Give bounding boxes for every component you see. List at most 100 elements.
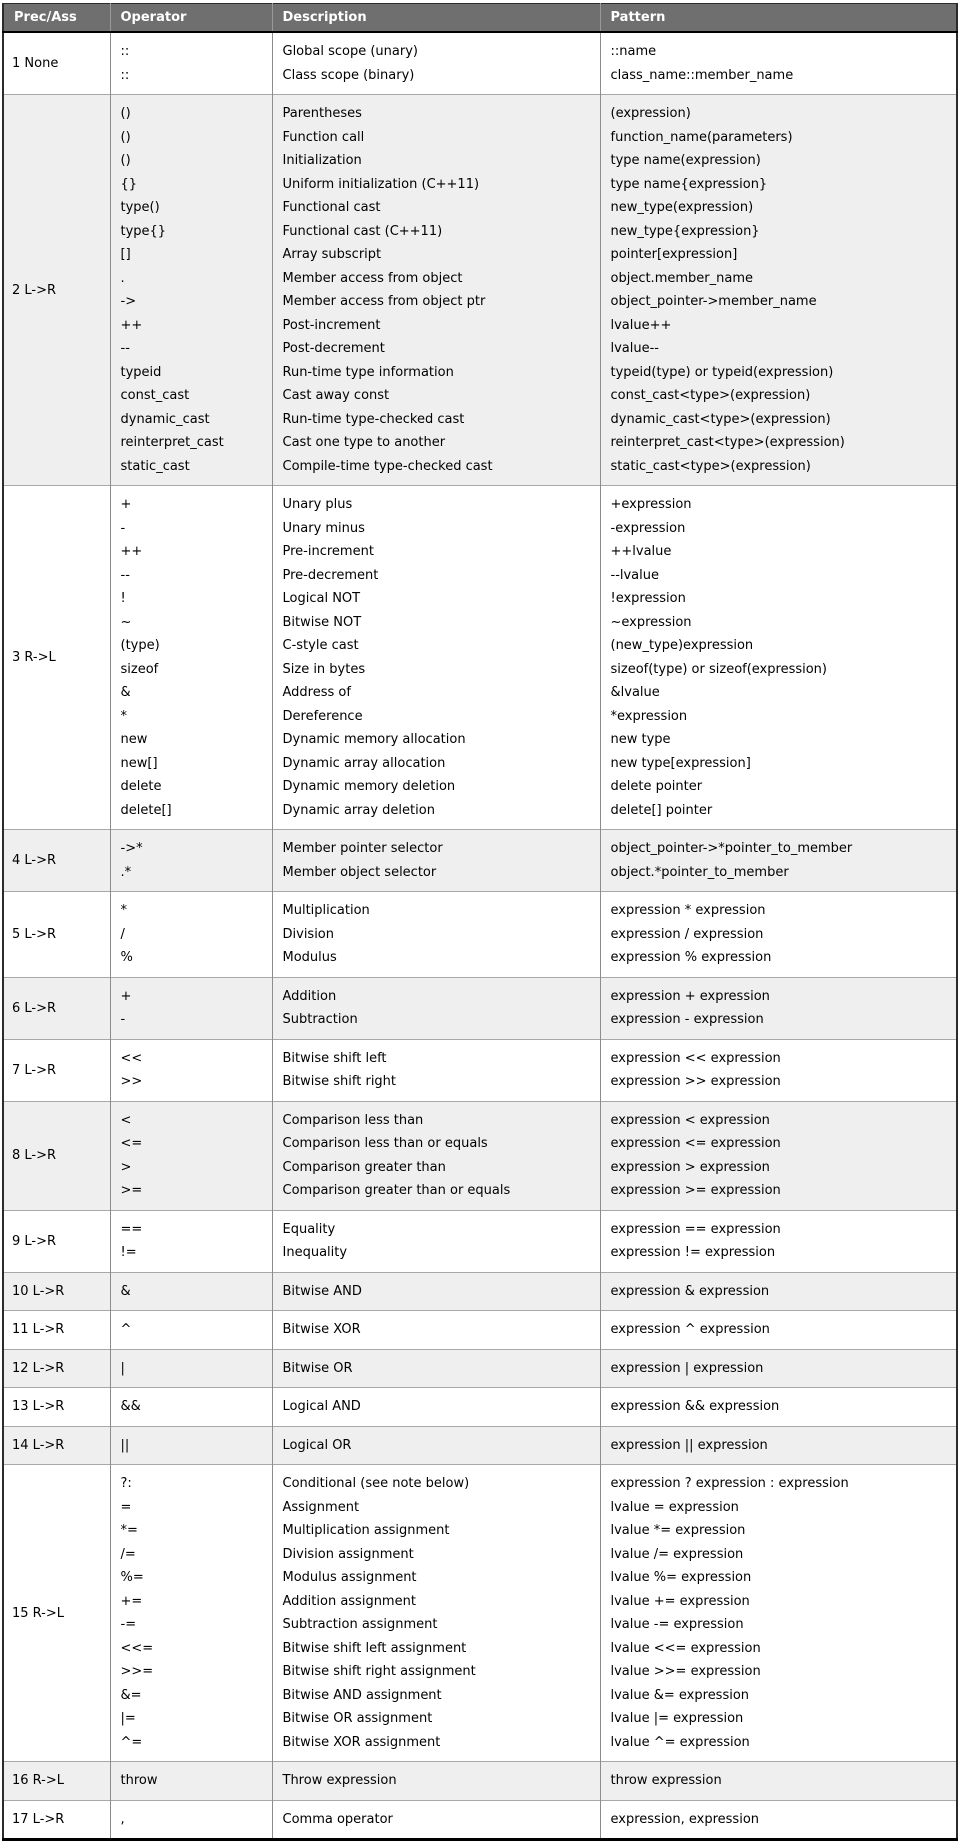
operator-cell: | — [110, 1348, 273, 1388]
operator-line: ^= — [120, 1734, 143, 1750]
operator-line: () — [120, 129, 131, 145]
operator-line: == — [120, 1221, 143, 1237]
prec-cell: 10 L->R — [3, 1271, 111, 1311]
description-line: Functional cast (C++11) — [282, 223, 443, 239]
prec-cell: 12 L->R — [3, 1348, 111, 1388]
operator-cell: < <= > >= — [110, 1100, 273, 1210]
operator-line: * — [120, 903, 128, 918]
pattern-line: expression ? expression : expression — [610, 1476, 849, 1491]
pattern-line: expression, expression — [610, 1811, 760, 1827]
operator-line: type{} — [120, 223, 167, 239]
pattern-line: expression % expression — [610, 950, 772, 965]
table-header: Prec/Ass Operator Description Pattern — [3, 3, 957, 33]
operator-line: - — [120, 520, 126, 536]
column-header-prec: Prec/Ass — [3, 3, 111, 33]
pattern-line: static_cast<type>(expression) — [610, 458, 811, 474]
pattern-line: !expression — [610, 591, 686, 606]
pattern-line: new type — [610, 732, 671, 747]
description-line: Array subscript — [282, 247, 382, 262]
pattern-line: lvalue %= expression — [610, 1570, 752, 1585]
description-cell: Addition Subtraction — [272, 976, 601, 1039]
operator-line: sizeof — [120, 661, 159, 677]
operator-line: throw — [120, 1773, 158, 1788]
pattern-line: lvalue <<= expression — [610, 1640, 761, 1656]
pattern-line: type name{expression} — [610, 176, 768, 192]
table-row: 14 L->R || Logical OR expression || express… — [3, 1425, 957, 1465]
description-cell: Throw expression — [272, 1761, 601, 1800]
description-line: Unary plus — [282, 497, 353, 512]
pattern-line: expression || expression — [610, 1437, 768, 1453]
operator-line: >> — [120, 1074, 143, 1089]
operator-cell: && — [110, 1387, 273, 1426]
pattern-line: dynamic_cast<type>(expression) — [610, 411, 831, 427]
prec-cell: 16 R->L — [3, 1761, 111, 1800]
operator-line: (type) — [120, 638, 160, 653]
pattern-cell: ::name class_name::member_name — [600, 32, 957, 95]
description-line: Bitwise shift left — [282, 1050, 387, 1066]
pattern-line: expression > expression — [610, 1159, 770, 1175]
pattern-cell: expression < expression expression <= exp… — [600, 1100, 957, 1210]
description-line: Post-increment — [282, 317, 381, 333]
pattern-line: object.member_name — [610, 270, 753, 286]
pattern-line: expression <= expression — [610, 1136, 781, 1151]
pattern-line: expression == expression — [610, 1221, 781, 1237]
description-line: Size in bytes — [282, 661, 366, 677]
description-line: Comma operator — [282, 1811, 393, 1827]
pattern-line: const_cast<type>(expression) — [610, 388, 811, 403]
table-row: 13 L->R && Logical AND expression && expres… — [3, 1387, 957, 1426]
pattern-line: --lvalue — [610, 567, 660, 583]
pattern-line: *expression — [610, 708, 688, 724]
pattern-line: lvalue |= expression — [610, 1711, 744, 1726]
description-line: Logical OR — [282, 1437, 352, 1453]
description-line: Comparison greater than or equals — [282, 1183, 511, 1198]
description-line: Subtraction — [282, 1012, 358, 1027]
description-line: Conditional (see note below) — [282, 1476, 470, 1491]
prec-cell: 9 L->R — [3, 1209, 111, 1272]
pattern-cell: object_pointer->*pointer_to_member object… — [600, 829, 957, 892]
description-line: Logical AND — [282, 1399, 361, 1414]
operator-line: && — [120, 1399, 141, 1414]
operator-line: static_cast — [120, 458, 190, 474]
operator-line: :: — [120, 67, 130, 83]
pattern-line: object_pointer->*pointer_to_member — [610, 841, 853, 856]
description-line: Class scope (binary) — [282, 67, 415, 83]
operator-line: ^ — [120, 1322, 132, 1337]
prec-cell: 11 L->R — [3, 1310, 111, 1349]
table-row: 15 R->L?: = *= /= %= += -= <<= >>= &= |= ^= Conditio… — [3, 1464, 957, 1762]
description-cell: Conditional (see note below) Assignment Mu… — [272, 1464, 601, 1762]
description-line: Dereference — [282, 708, 363, 724]
operator-line: >= — [120, 1183, 143, 1198]
table-row: 10 L->R & Bitwise AND expression & expressi… — [3, 1271, 957, 1311]
pattern-line: typeid(type) or typeid(expression) — [610, 364, 834, 380]
description-line: Functional cast — [282, 200, 381, 215]
description-line: Bitwise NOT — [282, 614, 362, 630]
description-cell: Bitwise XOR — [272, 1310, 601, 1349]
operator-cell: << >> — [110, 1038, 273, 1101]
description-line: Subtraction assignment — [282, 1617, 438, 1632]
description-line: Modulus — [282, 950, 337, 965]
operator-line: / — [120, 926, 125, 942]
operator-cell: + - ++ --! ~ (type) sizeof & * new new[] delete dele… — [110, 485, 273, 830]
description-line: Cast one type to another — [282, 435, 446, 450]
operator-line: {} — [120, 176, 138, 192]
description-line: Comparison less than — [282, 1112, 424, 1128]
operator-line: , — [120, 1811, 125, 1827]
prec-cell: 5 L->R — [3, 891, 111, 977]
description-cell: Global scope (unary) Class scope (binary) — [272, 32, 601, 95]
pattern-line: expression * expression — [610, 903, 766, 918]
prec-cell: 14 L->R — [3, 1425, 111, 1465]
operator-line: [] — [120, 247, 131, 262]
pattern-cell: expression == expression expression != ex… — [600, 1209, 957, 1272]
description-line: Logical NOT — [282, 591, 361, 606]
pattern-cell: (expression) function_name(parameters) typ… — [600, 94, 957, 486]
column-header-pattern: Pattern — [600, 3, 957, 33]
pattern-line: ::name — [610, 44, 657, 59]
description-cell: Bitwise OR — [272, 1348, 601, 1388]
operator-line: + — [120, 988, 132, 1004]
operator-line: type() — [120, 200, 160, 215]
operator-line: .* — [120, 864, 132, 880]
pattern-cell: expression || expression — [600, 1425, 957, 1465]
operator-cell: || — [110, 1425, 273, 1465]
operator-line: % — [120, 950, 133, 965]
column-header-description: Description — [272, 3, 601, 33]
